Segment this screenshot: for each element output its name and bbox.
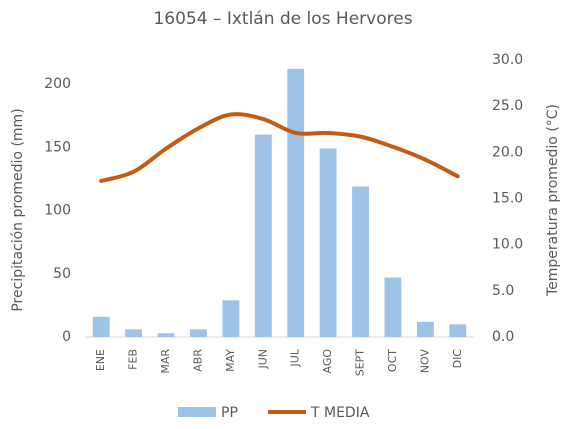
bar (384, 277, 402, 337)
legend-swatch (178, 407, 216, 417)
bar (449, 324, 467, 337)
legend-label: T MEDIA (310, 405, 370, 421)
bar (254, 134, 272, 337)
x-tick-label: SEPT (354, 349, 367, 377)
y2-tick-label: 5.0 (492, 283, 514, 299)
y-tick-label: 50 (53, 266, 71, 282)
y2-tick-label: 25.0 (492, 98, 523, 114)
y2-axis-label: Temperatura promedio (°C) (545, 104, 561, 297)
y-tick-label: 150 (44, 139, 71, 155)
y2-tick-label: 0.0 (492, 329, 514, 345)
chart-title: 16054 – Ixtlán de los Hervores (153, 9, 412, 29)
x-tick-label: FEB (127, 349, 140, 370)
x-tick-label: NOV (418, 349, 431, 374)
y-tick-label: 0 (62, 329, 71, 345)
bar (416, 321, 434, 337)
bar (222, 300, 240, 337)
x-tick-label: ENE (94, 349, 107, 371)
y2-tick-label: 30.0 (492, 52, 523, 68)
x-tick-label: JUL (289, 348, 302, 367)
bar (287, 68, 305, 337)
x-tick-label: ABR (191, 349, 204, 372)
x-tick-label: OCT (386, 349, 399, 372)
y2-tick-label: 15.0 (492, 191, 523, 207)
y-tick-label: 100 (44, 203, 71, 219)
line (99, 112, 460, 183)
x-tick-label: DIC (451, 349, 464, 369)
x-tick-label: MAR (159, 349, 172, 374)
y-axis-label: Precipitación promedio (mm) (10, 108, 26, 311)
legend-label: PP (221, 405, 238, 421)
y2-tick-label: 20.0 (492, 144, 523, 160)
y2-tick-label: 10.0 (492, 237, 523, 253)
x-tick-label: JUN (256, 349, 269, 370)
bar (92, 316, 110, 337)
bar (319, 148, 337, 337)
bar (157, 333, 175, 337)
x-tick-label: AGO (321, 349, 334, 374)
bar (352, 186, 369, 337)
bar (190, 329, 207, 337)
x-tick-label: MAY (224, 349, 237, 372)
y-tick-label: 200 (44, 76, 71, 92)
bar (125, 329, 143, 337)
